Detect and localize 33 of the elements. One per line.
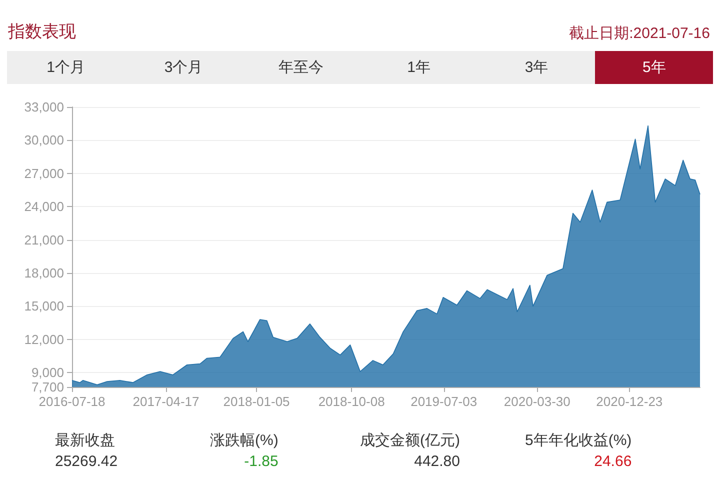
text: -1.85 bbox=[243, 453, 278, 470]
text: 25269.42 bbox=[55, 453, 118, 470]
x-tick-label: 2018-01-05 bbox=[223, 394, 290, 409]
text: 截止日期:2021-07-16 bbox=[569, 24, 710, 43]
text: 5年年化收益(%) bbox=[525, 431, 632, 450]
x-tick-label: 2016-07-18 bbox=[38, 394, 106, 409]
text: 1个月 bbox=[46, 58, 86, 78]
text: 3年 bbox=[524, 58, 550, 78]
text: 3个月 bbox=[163, 58, 204, 78]
y-tick-label: 15,000 bbox=[24, 298, 64, 314]
x-tick-label: 2019-07-03 bbox=[410, 394, 478, 409]
text: 442.80 bbox=[413, 453, 460, 470]
y-tick-label: 24,000 bbox=[24, 199, 64, 214]
y-tick-label: 12,000 bbox=[24, 332, 64, 347]
y-tick-label: 9,000 bbox=[31, 365, 64, 380]
text: 成交金额(亿元) bbox=[360, 431, 460, 450]
x-tick-label: 2018-10-08 bbox=[318, 394, 385, 409]
x-tick-label: 2017-04-17 bbox=[132, 394, 200, 409]
y-tick-label: 21,000 bbox=[24, 232, 64, 248]
x-tick-label: 2020-12-23 bbox=[596, 394, 663, 409]
text: 最新收盘 bbox=[55, 431, 116, 450]
text: 24.66 bbox=[593, 453, 632, 470]
text: 涨跌幅(%) bbox=[210, 431, 278, 450]
y-tick-label: 18,000 bbox=[24, 266, 64, 281]
chart-title: 指数表现 bbox=[8, 21, 76, 43]
y-tick-label: 27,000 bbox=[24, 166, 64, 181]
x-tick-label: 2020-03-30 bbox=[504, 394, 570, 409]
text: 年至今 bbox=[278, 58, 325, 78]
text: 5年 bbox=[595, 51, 714, 84]
y-tick-label: 7,700 bbox=[31, 380, 64, 394]
y-tick-label: 33,000 bbox=[24, 100, 64, 114]
y-tick-label: 30,000 bbox=[24, 132, 64, 148]
text: 1年 bbox=[406, 58, 432, 78]
